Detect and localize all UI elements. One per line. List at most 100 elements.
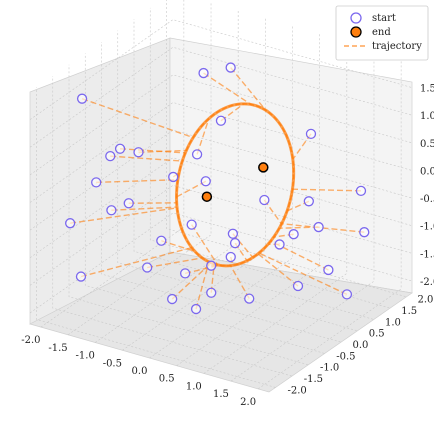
y-tick-label: -2.0 [288, 385, 307, 396]
start-point [123, 198, 134, 209]
start-point [227, 228, 239, 239]
y-tick-label: -1.5 [304, 374, 323, 385]
trajectory-line [196, 118, 210, 155]
z-tick-label: -1.5 [420, 249, 434, 260]
start-point [225, 62, 236, 73]
y-tick-label: 0.5 [369, 329, 385, 340]
grid-line-x [40, 0, 185, 328]
grid-line-x [122, 18, 266, 351]
axes-panes [29, 37, 413, 393]
start-point [206, 260, 217, 271]
grid-lines [29, 0, 413, 390]
y-tick-label: 2.0 [418, 295, 434, 306]
start-point [156, 235, 167, 246]
start-point [114, 143, 126, 154]
grid-line-y [36, 87, 276, 388]
y-tick-label: -1.0 [320, 363, 339, 374]
grid-line-y [149, 7, 390, 309]
z-tick-labels: -2.0 -1.5 -1.0 -0.5 0.0 0.5 1.0 1.5 [420, 84, 434, 288]
trajectory-line [96, 179, 178, 184]
trajectory-line [229, 265, 250, 299]
z-tick-label: -0.5 [420, 194, 434, 205]
z-tick-label: 1.5 [420, 84, 434, 95]
grid-line-y [52, 76, 292, 377]
start-point [288, 229, 299, 240]
x-tick-label: -1.5 [48, 343, 67, 354]
grid-line-y [101, 42, 341, 343]
x-tick-label: 0.5 [159, 374, 175, 385]
attractor-ring-dash [175, 103, 295, 267]
grid-line-x [203, 41, 348, 374]
start-point [200, 176, 211, 187]
grid-line-z [29, 102, 413, 203]
z-tick-label: -2.0 [420, 277, 434, 288]
start-point [91, 177, 102, 188]
x-tick-label: -1.0 [76, 351, 95, 362]
start-point [191, 149, 203, 160]
grid-line-y [166, 0, 406, 297]
trajectory-line [176, 180, 207, 198]
grid-line-z [29, 74, 413, 176]
grid-line-z [29, 46, 413, 148]
trajectory-line [81, 98, 194, 139]
trajectory-line [230, 67, 267, 111]
start-point [303, 196, 314, 207]
legend-end-icon [350, 26, 362, 38]
start-point [65, 218, 76, 229]
grid-line-x [230, 49, 375, 382]
start-point [76, 93, 88, 104]
floor-pane [29, 251, 413, 393]
start-point [198, 67, 209, 79]
trajectory-line [161, 240, 196, 253]
trajectory-line [195, 261, 210, 310]
trajectory-line [292, 188, 361, 192]
z-tick-label: 0.0 [420, 166, 434, 177]
end-point [258, 162, 269, 173]
legend: start end trajectory [335, 5, 429, 61]
end-point [201, 191, 213, 202]
start-point [355, 185, 367, 196]
z-tick-label: 1.0 [420, 111, 434, 122]
trajectory-line [258, 252, 348, 296]
start-point [206, 287, 217, 298]
grid-line-x [257, 56, 402, 390]
legend-start-label: start [372, 13, 396, 24]
start-point [225, 251, 236, 263]
trajectory-line [138, 149, 187, 153]
trajectory-line [191, 224, 219, 266]
grid-line-x [67, 2, 212, 336]
start-point [229, 237, 241, 249]
trajectory-line [70, 207, 178, 224]
y-tick-label: 0.0 [353, 340, 369, 351]
grid-line-y [117, 30, 357, 331]
grid-line-x [95, 10, 239, 343]
x-tick-label: -2.0 [21, 335, 40, 346]
trajectory-line [80, 246, 192, 278]
start-markers [65, 62, 370, 315]
end-markers [201, 162, 269, 202]
start-point [133, 147, 144, 158]
legend-trajectory-label: trajectory [372, 41, 422, 52]
start-point [75, 271, 87, 282]
y-tick-labels: -2.0-1.5-1.0-0.50.00.51.01.52.0 [288, 295, 434, 397]
x-tick-label: 2.0 [240, 397, 256, 408]
trajectory-line [110, 155, 183, 162]
trajectory-line [279, 226, 319, 229]
x-tick-label: -0.5 [103, 358, 122, 369]
start-point [180, 268, 191, 279]
legend-end-label: end [372, 27, 391, 38]
start-point [167, 293, 178, 305]
start-point [313, 221, 324, 233]
y-tick-label: -0.5 [336, 351, 355, 362]
legend-box [335, 5, 429, 61]
start-point [168, 171, 179, 183]
grid-line-z [29, 185, 413, 286]
start-point [341, 289, 353, 300]
start-point [359, 227, 370, 238]
start-point [142, 262, 153, 273]
trajectory-lines [70, 67, 365, 310]
grid-line-y [133, 19, 374, 320]
y-tick-label: 1.5 [401, 306, 417, 317]
grid-line-z [29, 19, 413, 120]
